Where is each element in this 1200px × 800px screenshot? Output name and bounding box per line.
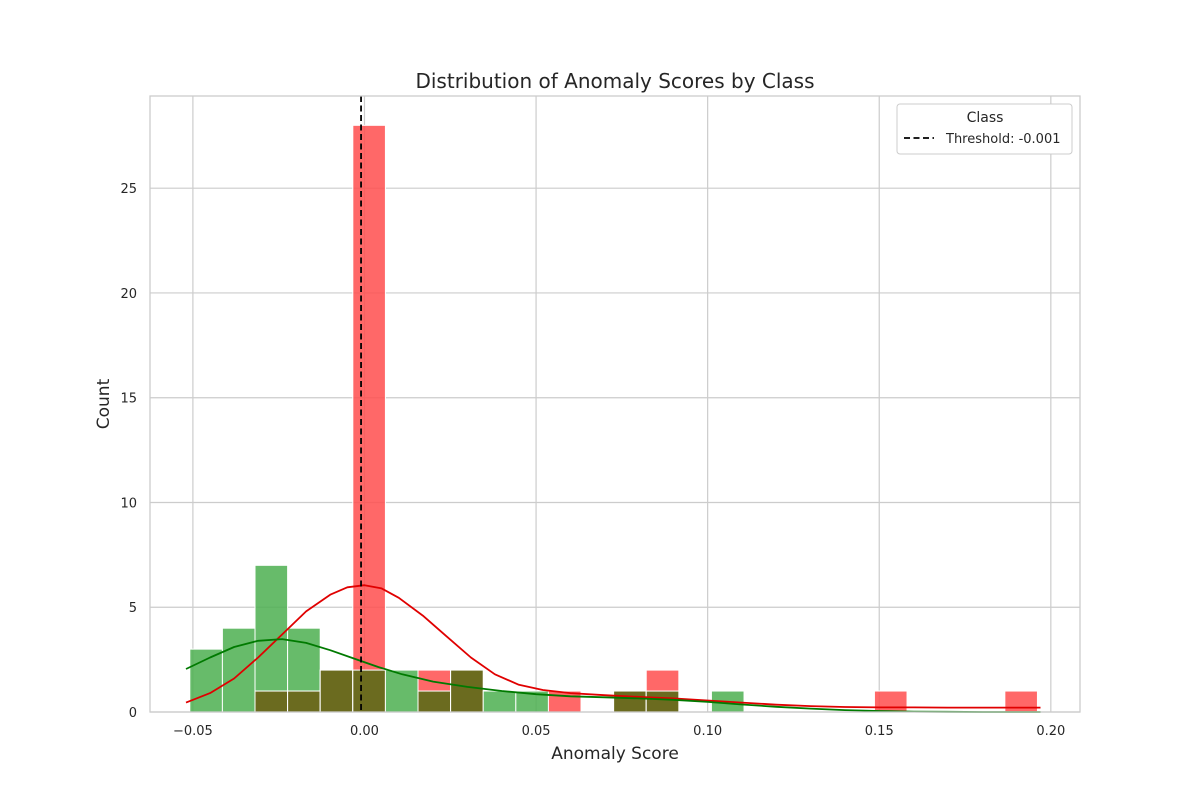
legend-entry-threshold: Threshold: -0.001 [945, 132, 1061, 147]
tick-labels: −0.05 0.00 0.05 0.10 0.15 0.20 0 5 10 15 20 25 [120, 182, 1065, 739]
x-tick-label: 0.10 [693, 724, 722, 739]
x-tick-label: −0.05 [173, 724, 213, 739]
bar-overlap [417, 690, 452, 713]
legend-box [896, 103, 1073, 155]
bar-green [221, 627, 256, 713]
bar-red [873, 690, 908, 713]
bar-red [352, 124, 386, 713]
legend-title: Class [967, 110, 1004, 126]
y-tick-label: 25 [120, 182, 137, 197]
y-axis-label: Count [94, 378, 114, 429]
bar-overlap [645, 690, 680, 713]
bar-overlap [254, 690, 289, 713]
plot-frame [149, 95, 1081, 713]
bar-overlap [613, 690, 647, 713]
kde-curve-green [185, 638, 1041, 713]
x-tick-label: 0.05 [522, 724, 551, 739]
bar-red [1004, 690, 1038, 713]
histogram-bars [189, 124, 1038, 713]
legend: Class Threshold: -0.001 [896, 103, 1073, 155]
bar-overlap [319, 669, 354, 713]
chart-title: Distribution of Anomaly Scores by Class [415, 69, 814, 93]
y-tick-label: 0 [129, 706, 137, 721]
bar-overlap [450, 669, 484, 713]
x-tick-label: 0.20 [1036, 724, 1065, 739]
x-tick-label: 0.00 [350, 724, 379, 739]
kde-curve-red [185, 584, 1041, 709]
bar-green [482, 690, 517, 713]
y-tick-label: 5 [129, 601, 137, 616]
y-tick-label: 10 [120, 496, 137, 511]
bar-overlap [287, 690, 321, 713]
x-axis-label: Anomaly Score [551, 744, 679, 764]
bar-overlap [352, 669, 386, 713]
kde-curves [185, 584, 1041, 713]
y-tick-label: 20 [120, 287, 137, 302]
x-tick-label: 0.15 [865, 724, 894, 739]
y-tick-label: 15 [120, 392, 137, 407]
